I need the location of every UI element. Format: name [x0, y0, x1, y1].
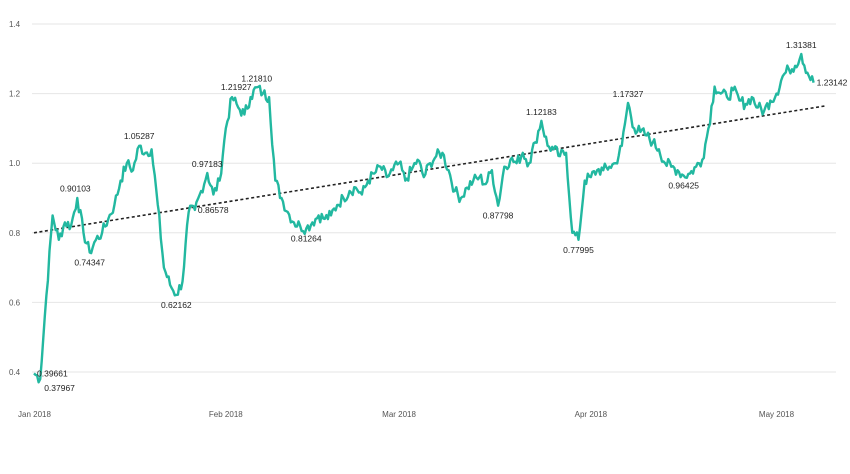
data-label-9: 1.21810 — [241, 73, 272, 83]
data-label-16: 1.31381 — [786, 40, 817, 50]
data-label-7: 0.97183 — [192, 159, 223, 169]
y-tick-label-0: 0.4 — [9, 368, 21, 377]
x-axis-tick-labels: Jan 2018 Feb 2018 Mar 2018 Apr 2018 May 2018 — [18, 410, 795, 419]
x-tick-label-1: Feb 2018 — [209, 410, 243, 419]
data-label-8: 1.21927 — [221, 82, 252, 92]
x-tick-label-2: Mar 2018 — [382, 410, 416, 419]
data-label-1: 0.37967 — [44, 383, 75, 393]
x-tick-label-3: Apr 2018 — [575, 410, 608, 419]
series-line — [33, 52, 815, 384]
y-tick-label-2: 0.8 — [9, 229, 21, 238]
y-tick-label-1: 0.6 — [9, 298, 21, 307]
data-label-5: 0.62162 — [161, 300, 192, 310]
trend-line — [33, 104, 827, 234]
data-labels: 0.39661 0.37967 0.90103 0.74347 1.05287 0.621… — [37, 40, 848, 393]
data-label-17: 1.23142 — [817, 78, 848, 88]
data-label-14: 1.17327 — [613, 89, 644, 99]
y-tick-label-3: 1.0 — [9, 159, 21, 168]
y-axis-tick-labels: 0.4 0.6 0.8 1.0 1.2 1.4 — [9, 20, 21, 377]
data-label-11: 0.87798 — [483, 211, 514, 221]
data-label-3: 0.74347 — [74, 257, 105, 267]
series-line-layer — [33, 52, 815, 384]
y-tick-label-4: 1.2 — [9, 90, 21, 99]
x-tick-label-4: May 2018 — [759, 410, 795, 419]
data-label-4: 1.05287 — [124, 131, 155, 141]
data-label-6: 0.86578 — [198, 205, 229, 215]
data-label-10: 0.81264 — [291, 233, 322, 243]
data-label-12: 1.12183 — [526, 107, 557, 117]
data-label-13: 0.77995 — [563, 245, 594, 255]
data-label-0: 0.39661 — [37, 368, 68, 378]
data-label-2: 0.90103 — [60, 184, 91, 194]
y-tick-label-5: 1.4 — [9, 20, 21, 29]
trend-line-layer — [33, 104, 827, 234]
grid-lines — [32, 23, 836, 373]
data-label-15: 0.96425 — [668, 181, 699, 191]
x-tick-label-0: Jan 2018 — [18, 410, 51, 419]
